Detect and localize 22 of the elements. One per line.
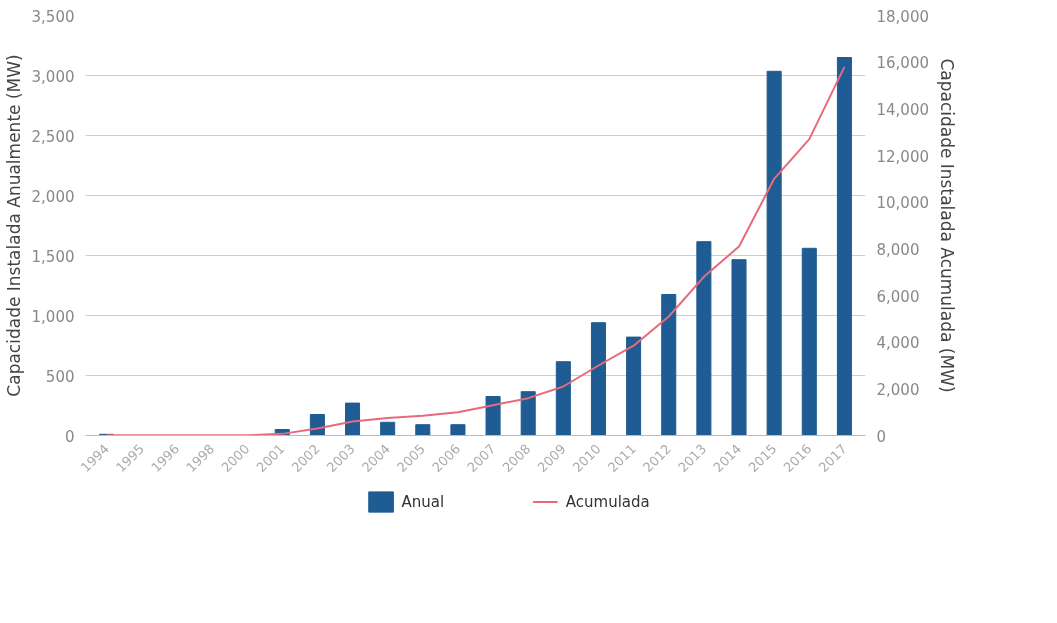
y-tick-label: 1,500 bbox=[31, 247, 75, 266]
legend-label: Acumulada bbox=[565, 493, 650, 511]
y-tick-label: 0 bbox=[64, 427, 75, 446]
y-tick-label: 2,000 bbox=[31, 187, 75, 206]
y-tick-label: 2,500 bbox=[31, 127, 75, 146]
y-tick-label: 3,500 bbox=[31, 7, 75, 26]
y-tick-label: 1,000 bbox=[31, 307, 75, 326]
y2-tick-label: 6,000 bbox=[876, 287, 920, 306]
y-axis-title: Capacidade Instalada Anualmente (MW) bbox=[3, 54, 24, 397]
y-tick-label: 500 bbox=[45, 367, 75, 386]
legend-label: Anual bbox=[401, 493, 445, 511]
y2-tick-label: 18,000 bbox=[876, 7, 929, 26]
y2-tick-label: 16,000 bbox=[876, 54, 929, 73]
y2-tick-label: 8,000 bbox=[876, 240, 920, 259]
y2-axis-title: Capacidade Instalada Acumulada (MW) bbox=[936, 58, 957, 393]
y2-tick-label: 0 bbox=[876, 427, 887, 446]
y2-tick-label: 10,000 bbox=[876, 194, 929, 213]
y2-tick-label: 2,000 bbox=[876, 380, 920, 399]
y2-tick-label: 14,000 bbox=[876, 100, 929, 119]
y-tick-label: 3,000 bbox=[31, 67, 75, 86]
y2-tick-label: 4,000 bbox=[876, 334, 920, 353]
y2-tick-label: 12,000 bbox=[876, 147, 929, 166]
